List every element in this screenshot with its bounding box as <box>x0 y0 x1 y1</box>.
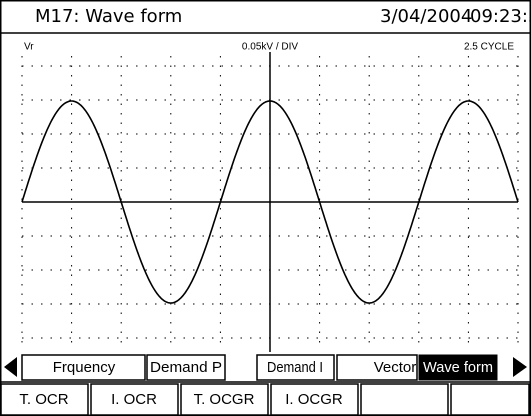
button[interactable] <box>180 383 269 416</box>
tab-label[interactable]: Demand P <box>150 359 222 376</box>
tab[interactable] <box>336 354 418 381</box>
button[interactable] <box>0 383 89 416</box>
button-label[interactable]: I. OCR <box>111 391 157 408</box>
tab[interactable] <box>146 354 226 381</box>
button[interactable] <box>270 383 359 416</box>
button-row: T. OCR I. OCR T. OCGR I. OCGR <box>0 383 530 416</box>
scale-label: 0.05kV / DIV <box>242 42 298 53</box>
channel-label: Vr <box>24 42 34 53</box>
button-empty[interactable] <box>360 383 449 416</box>
button-empty[interactable] <box>450 383 530 416</box>
tab-selected[interactable] <box>418 354 498 381</box>
tab[interactable] <box>21 354 146 381</box>
time: 09:23:37 <box>470 6 531 27</box>
button-label[interactable]: I. OCGR <box>285 391 343 408</box>
date: 3/04/2004 <box>380 6 472 27</box>
cycle-label: 2.5 CYCLE <box>464 42 514 53</box>
button-label[interactable]: T. OCGR <box>194 391 255 408</box>
button-label[interactable]: T. OCR <box>19 391 68 408</box>
waveform-plot <box>21 52 519 352</box>
tab-left-arrow[interactable] <box>4 357 17 377</box>
tab-label[interactable]: Vector <box>374 359 417 376</box>
tab-label[interactable]: Frquency <box>53 359 116 376</box>
tab-label[interactable]: Demand I <box>267 359 323 376</box>
button[interactable] <box>90 383 179 416</box>
screen-title: M17: Wave form <box>35 6 182 27</box>
tab-bar: Frquency Demand P Demand I Vector Wave f… <box>4 354 527 381</box>
tab-right-arrow[interactable] <box>513 357 527 377</box>
waveform <box>21 100 519 304</box>
tab[interactable] <box>256 354 335 381</box>
tab-label[interactable]: Wave form <box>423 359 493 376</box>
